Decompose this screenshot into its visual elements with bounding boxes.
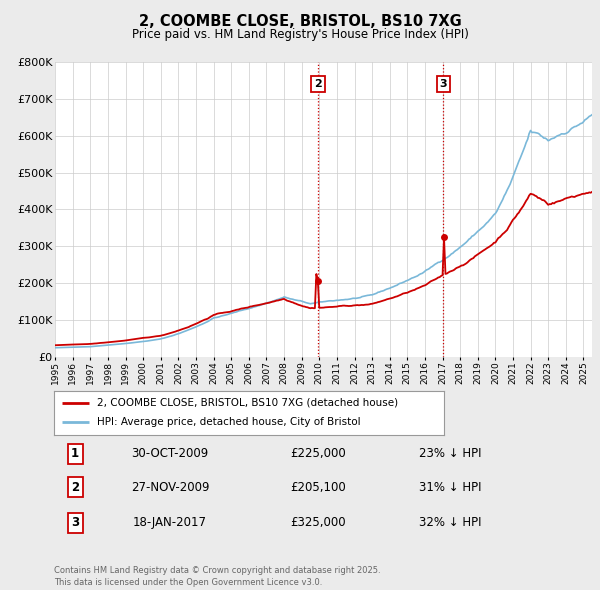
Text: £225,000: £225,000 [290,447,346,460]
Text: 31% ↓ HPI: 31% ↓ HPI [419,481,481,494]
Text: 2: 2 [314,79,322,89]
Text: 2: 2 [71,481,79,494]
Text: 2, COOMBE CLOSE, BRISTOL, BS10 7XG (detached house): 2, COOMBE CLOSE, BRISTOL, BS10 7XG (deta… [97,398,398,408]
Text: Contains HM Land Registry data © Crown copyright and database right 2025.
This d: Contains HM Land Registry data © Crown c… [54,566,380,587]
Text: 23% ↓ HPI: 23% ↓ HPI [419,447,481,460]
Text: £325,000: £325,000 [290,516,346,529]
Text: 30-OCT-2009: 30-OCT-2009 [131,447,209,460]
Text: 3: 3 [440,79,447,89]
Text: 2, COOMBE CLOSE, BRISTOL, BS10 7XG: 2, COOMBE CLOSE, BRISTOL, BS10 7XG [139,14,461,30]
Text: £205,100: £205,100 [290,481,346,494]
Text: 18-JAN-2017: 18-JAN-2017 [133,516,207,529]
Text: HPI: Average price, detached house, City of Bristol: HPI: Average price, detached house, City… [97,418,361,427]
Text: 3: 3 [71,516,79,529]
Text: 27-NOV-2009: 27-NOV-2009 [131,481,209,494]
Text: Price paid vs. HM Land Registry's House Price Index (HPI): Price paid vs. HM Land Registry's House … [131,28,469,41]
Text: 32% ↓ HPI: 32% ↓ HPI [419,516,481,529]
Text: 1: 1 [71,447,79,460]
